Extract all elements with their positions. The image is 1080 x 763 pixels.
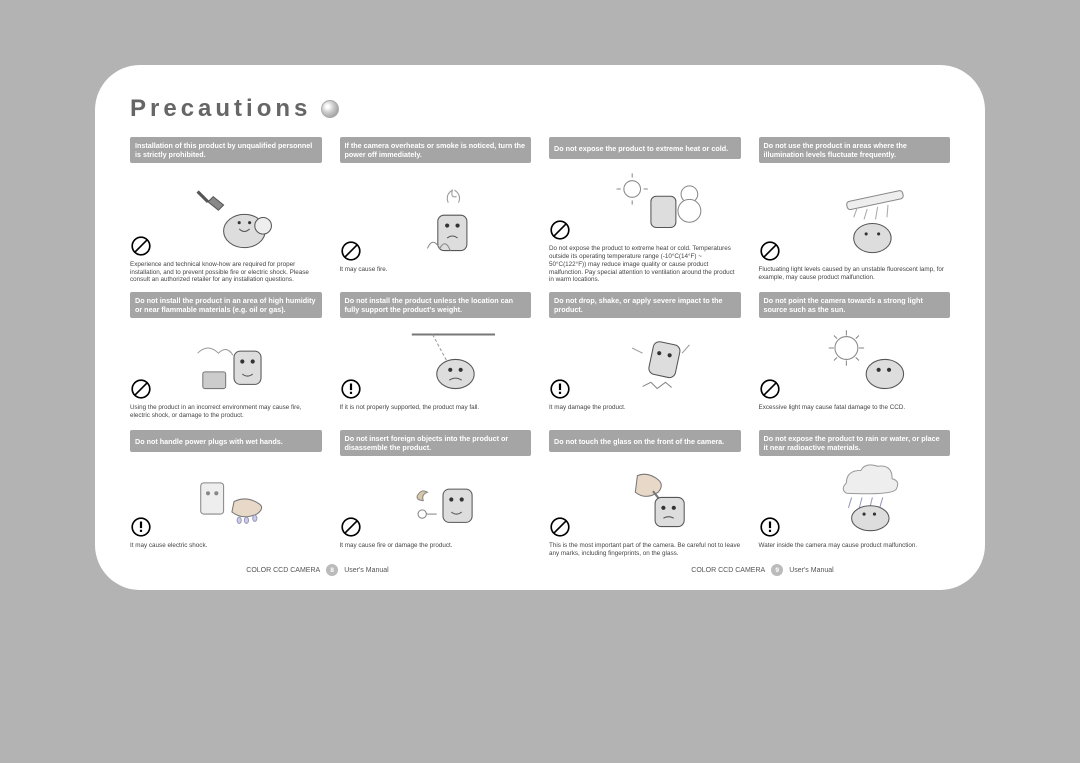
precaution-header: If the camera overheats or smoke is noti… xyxy=(340,137,532,163)
precaution-header: Do not point the camera towards a strong… xyxy=(759,292,951,318)
illustration-row xyxy=(130,452,322,542)
precaution-header: Do not install the product in an area of… xyxy=(130,292,322,318)
illustration-row xyxy=(549,318,741,404)
title-bullet-icon xyxy=(321,100,339,118)
footer: COLOR CCD CAMERA 8 User's Manual COLOR C… xyxy=(95,564,985,576)
illustration xyxy=(366,322,532,400)
illustration xyxy=(156,179,322,257)
prohibit-icon xyxy=(759,378,781,400)
illustration-row xyxy=(340,318,532,404)
precaution-cell: Do not install the product in an area of… xyxy=(130,292,322,422)
precaution-header: Do not handle power plugs with wet hands… xyxy=(130,430,322,452)
page-title: Precautions xyxy=(130,95,311,123)
precaution-cell: Do not use the product in areas where th… xyxy=(759,137,951,284)
illustration-row xyxy=(759,318,951,404)
prohibit-icon xyxy=(340,240,362,262)
page-number-right: 9 xyxy=(771,564,783,576)
illustration-row xyxy=(130,318,322,404)
precaution-caption: This is the most important part of the c… xyxy=(549,542,741,560)
illustration-row xyxy=(759,163,951,266)
precaution-caption: It may cause fire or damage the product. xyxy=(340,542,532,560)
precaution-cell: Do not expose the product to rain or wat… xyxy=(759,430,951,560)
illustration xyxy=(575,460,741,538)
precaution-cell: Installation of this product by unqualif… xyxy=(130,137,322,284)
illustration xyxy=(156,322,322,400)
illustration xyxy=(785,460,951,538)
footer-right: COLOR CCD CAMERA 9 User's Manual xyxy=(691,564,833,576)
warning-icon xyxy=(130,516,152,538)
prohibit-icon xyxy=(549,516,571,538)
precaution-header: Do not insert foreign objects into the p… xyxy=(340,430,532,456)
footer-left: COLOR CCD CAMERA 8 User's Manual xyxy=(246,564,388,576)
precaution-caption: It may cause fire. xyxy=(340,266,532,284)
precaution-header: Installation of this product by unqualif… xyxy=(130,137,322,163)
precaution-caption: Using the product in an incorrect enviro… xyxy=(130,404,322,422)
prohibit-icon xyxy=(130,378,152,400)
title-row: Precautions xyxy=(130,95,950,123)
illustration-row xyxy=(549,452,741,542)
footer-label: User's Manual xyxy=(344,567,389,574)
precaution-caption: Excessive light may cause fatal damage t… xyxy=(759,404,951,422)
precaution-header: Do not expose the product to extreme hea… xyxy=(549,137,741,159)
warning-icon xyxy=(759,516,781,538)
precaution-cell: Do not drop, shake, or apply severe impa… xyxy=(549,292,741,422)
precaution-header: Do not expose the product to rain or wat… xyxy=(759,430,951,456)
warning-icon xyxy=(340,378,362,400)
prohibit-icon xyxy=(549,219,571,241)
illustration xyxy=(785,184,951,262)
illustration xyxy=(575,322,741,400)
illustration-row xyxy=(549,159,741,245)
precaution-caption: Water inside the camera may cause produc… xyxy=(759,542,951,560)
prohibit-icon xyxy=(759,240,781,262)
precaution-cell: Do not install the product unless the lo… xyxy=(340,292,532,422)
precaution-header: Do not touch the glass on the front of t… xyxy=(549,430,741,452)
manual-page: Precautions Installation of this product… xyxy=(95,65,985,590)
precaution-cell: Do not touch the glass on the front of t… xyxy=(549,430,741,560)
precaution-caption: It may damage the product. xyxy=(549,404,741,422)
precaution-caption: Do not expose the product to extreme hea… xyxy=(549,245,741,284)
outer-frame: Precautions Installation of this product… xyxy=(0,0,1080,763)
illustration xyxy=(575,163,741,241)
precaution-cell: Do not point the camera towards a strong… xyxy=(759,292,951,422)
illustration-row xyxy=(130,163,322,261)
prohibit-icon xyxy=(340,516,362,538)
precaution-caption: If it is not properly supported, the pro… xyxy=(340,404,532,422)
prohibit-icon xyxy=(130,235,152,257)
precaution-header: Do not drop, shake, or apply severe impa… xyxy=(549,292,741,318)
precaution-caption: It may cause electric shock. xyxy=(130,542,322,560)
illustration-row xyxy=(759,456,951,542)
footer-product: COLOR CCD CAMERA xyxy=(691,567,765,574)
warning-icon xyxy=(549,378,571,400)
illustration xyxy=(366,460,532,538)
precaution-cell: If the camera overheats or smoke is noti… xyxy=(340,137,532,284)
precaution-header: Do not install the product unless the lo… xyxy=(340,292,532,318)
illustration xyxy=(156,460,322,538)
page-number-left: 8 xyxy=(326,564,338,576)
illustration xyxy=(366,184,532,262)
precaution-cell: Do not handle power plugs with wet hands… xyxy=(130,430,322,560)
footer-label: User's Manual xyxy=(789,567,834,574)
precaution-caption: Fluctuating light levels caused by an un… xyxy=(759,266,951,284)
precaution-cell: Do not insert foreign objects into the p… xyxy=(340,430,532,560)
illustration-row xyxy=(340,456,532,542)
precautions-grid: Installation of this product by unqualif… xyxy=(130,137,950,557)
illustration-row xyxy=(340,163,532,266)
precaution-cell: Do not expose the product to extreme hea… xyxy=(549,137,741,284)
precaution-header: Do not use the product in areas where th… xyxy=(759,137,951,163)
footer-product: COLOR CCD CAMERA xyxy=(246,567,320,574)
illustration xyxy=(785,322,951,400)
precaution-caption: Experience and technical know-how are re… xyxy=(130,261,322,285)
